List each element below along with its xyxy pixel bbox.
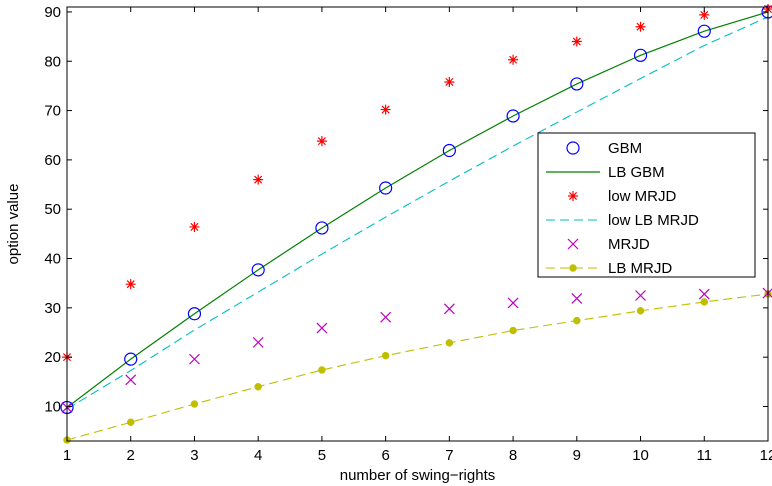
- data-point: [443, 303, 455, 315]
- x-tick-label: 9: [573, 447, 581, 464]
- data-point: [380, 311, 392, 323]
- x-tick-label: 6: [381, 447, 389, 464]
- data-point: [445, 339, 454, 347]
- data-point: [570, 77, 584, 91]
- data-point: [187, 307, 202, 321]
- series-low-lb-mrjd: [66, 16, 769, 410]
- data-point: [126, 418, 135, 427]
- data-point: [635, 21, 646, 32]
- data-point: [315, 221, 329, 235]
- data-point: [573, 316, 581, 325]
- x-axis-label: number of swing−rights: [340, 467, 496, 484]
- y-tick-label: 10: [44, 398, 61, 415]
- x-tick-label: 10: [632, 447, 649, 464]
- y-tick-label: 30: [44, 300, 61, 317]
- x-tick-label: 7: [445, 447, 453, 464]
- data-point: [508, 54, 519, 65]
- data-point: [381, 351, 390, 360]
- legend-label: GBM: [608, 140, 642, 157]
- legend-label: LB MRJD: [608, 260, 672, 277]
- y-axis-label: option value: [5, 184, 22, 265]
- data-point: [125, 279, 136, 290]
- data-point: [124, 352, 138, 366]
- series-lb-gbm: [66, 11, 769, 408]
- data-point: [125, 374, 137, 386]
- data-point: [318, 366, 326, 374]
- legend: GBM LB GBM low MRJD low LB MRJD MRJD LB MRJD: [537, 132, 756, 278]
- y-tick-label: 50: [44, 201, 61, 218]
- legend-entry: low LB MRJD: [546, 212, 699, 229]
- data-point: [571, 36, 582, 47]
- y-tick-label: 40: [44, 251, 61, 268]
- data-point: [697, 24, 711, 38]
- data-point: [700, 298, 709, 306]
- data-point: [252, 336, 264, 348]
- data-point: [253, 174, 264, 185]
- legend-label: LB GBM: [608, 164, 665, 181]
- data-point: [190, 400, 199, 408]
- data-point: [189, 353, 200, 365]
- y-tick-label: 80: [44, 53, 61, 70]
- legend-entry: MRJD: [567, 236, 650, 253]
- legend-entry: LB MRJD: [546, 260, 672, 277]
- x-tick-label: 5: [318, 447, 326, 464]
- plot-frame: [66, 6, 769, 442]
- data-point: [379, 181, 393, 195]
- data-point: [316, 136, 327, 147]
- data-point: [442, 143, 456, 158]
- data-point: [633, 48, 648, 62]
- legend-label: MRJD: [608, 236, 650, 253]
- data-point: [316, 322, 328, 334]
- x-tick-label: 11: [696, 447, 712, 464]
- data-point: [444, 76, 455, 87]
- legend-marker: [569, 264, 577, 272]
- legend-entry: low MRJD: [568, 188, 677, 205]
- legend-box: [537, 132, 756, 278]
- data-point: [380, 104, 391, 115]
- legend-entry: LB GBM: [546, 164, 665, 181]
- data-point: [636, 307, 645, 315]
- legend-label: low LB MRJD: [608, 212, 699, 229]
- y-tick-label: 90: [44, 4, 61, 21]
- x-tick-label: 3: [190, 447, 198, 464]
- data-point: [635, 290, 646, 301]
- data-point: [507, 297, 519, 309]
- y-tick-label: 20: [44, 349, 61, 366]
- data-point: [251, 263, 265, 277]
- x-tick-label: 4: [254, 447, 262, 464]
- y-tick-label: 70: [44, 103, 61, 120]
- legend-marker: [566, 141, 580, 155]
- legend-marker: [568, 191, 578, 201]
- x-tick-label: 1: [63, 447, 71, 464]
- data-point: [506, 109, 520, 123]
- x-tick-label: 8: [509, 447, 517, 464]
- x-tick-label: 12: [760, 447, 772, 464]
- data-point: [189, 221, 200, 232]
- x-tick-label: 2: [127, 447, 135, 464]
- data-point: [254, 383, 262, 391]
- series-line: [66, 11, 769, 408]
- legend-label: low MRJD: [608, 188, 677, 205]
- data-point: [699, 9, 710, 20]
- y-tick-label: 60: [44, 152, 61, 169]
- data-point: [698, 288, 710, 300]
- series-line: [66, 16, 769, 410]
- legend-entry: GBM: [566, 140, 642, 157]
- ticks-layer: 123456789101112102030405060708090: [44, 4, 772, 464]
- legend-marker: [567, 238, 579, 250]
- data-point: [509, 326, 517, 335]
- data-point: [571, 293, 583, 304]
